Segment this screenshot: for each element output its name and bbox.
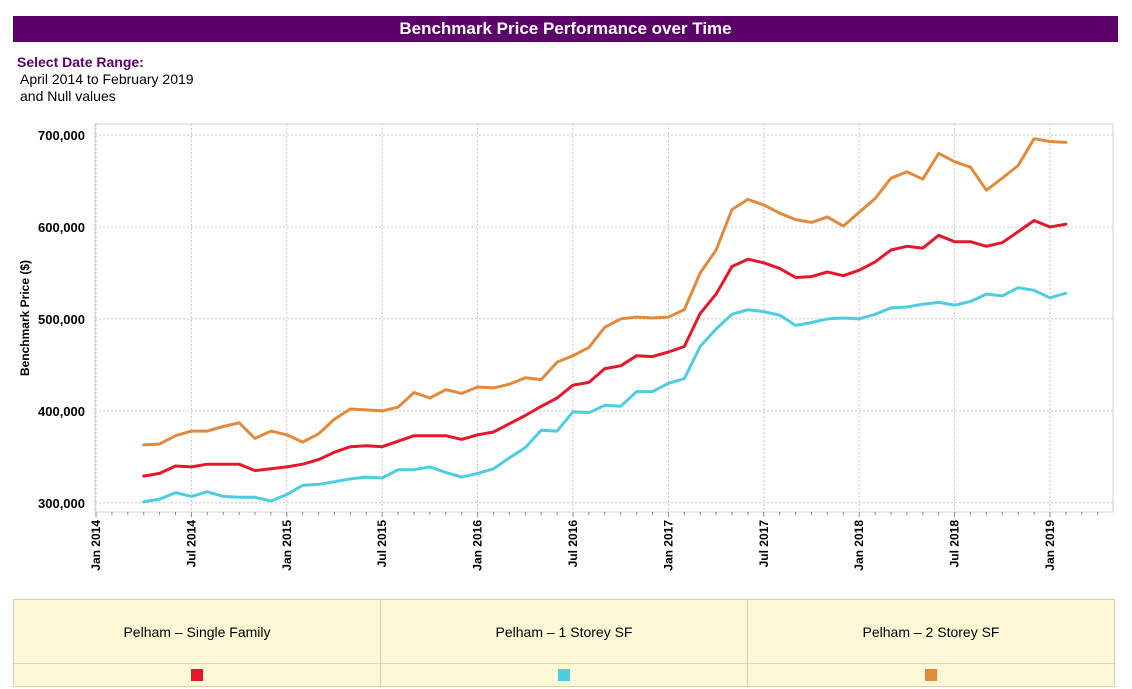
date-range-value[interactable]: April 2014 to February 2019 xyxy=(20,71,194,87)
series-line-2 xyxy=(142,137,1068,447)
x-tick-label: Jan 2018 xyxy=(852,520,866,571)
x-tick-label: Jul 2014 xyxy=(184,520,198,568)
y-tick-label: 400,000 xyxy=(38,404,85,419)
legend-item-2-storey[interactable]: Pelham – 2 Storey SF xyxy=(748,600,1114,686)
x-tick-label: Jan 2014 xyxy=(89,520,103,571)
y-axis-label: Benchmark Price ($) xyxy=(18,260,32,376)
legend-label-1-storey: Pelham – 1 Storey SF xyxy=(381,600,747,664)
line-chart: 300,000 400,000 500,000 600,000 700,000 Jan 2… xyxy=(18,123,1114,571)
legend-swatch-single-family xyxy=(191,669,203,681)
legend-swatch-cell xyxy=(14,664,380,686)
series-line-0 xyxy=(142,219,1068,478)
x-tick-label: Jul 2016 xyxy=(566,520,580,568)
x-tick-label: Jul 2018 xyxy=(948,520,962,568)
chart-title-bar: Benchmark Price Performance over Time xyxy=(13,16,1118,42)
plot-area xyxy=(94,123,1114,513)
x-tick-label: Jan 2019 xyxy=(1043,520,1057,571)
x-tick-label: Jul 2017 xyxy=(757,520,771,568)
x-tick-label: Jan 2017 xyxy=(661,520,675,571)
legend-label-2-storey: Pelham – 2 Storey SF xyxy=(748,600,1114,664)
y-tick-label: 500,000 xyxy=(38,312,85,327)
legend-swatch-1-storey xyxy=(558,669,570,681)
x-tick-label: Jan 2015 xyxy=(280,520,294,571)
legend-swatch-cell xyxy=(748,664,1114,686)
date-range-null-values: and Null values xyxy=(20,88,116,104)
x-tick-label: Jan 2016 xyxy=(471,520,485,571)
x-tick-label: Jul 2015 xyxy=(375,520,389,568)
series-line-1 xyxy=(142,286,1068,504)
legend-item-single-family[interactable]: Pelham – Single Family xyxy=(14,600,381,686)
y-tick-label: 600,000 xyxy=(38,220,85,235)
page-title: Benchmark Price Performance over Time xyxy=(399,19,732,38)
y-tick-label: 300,000 xyxy=(38,496,85,511)
y-tick-label: 700,000 xyxy=(38,128,85,143)
legend-swatch-cell xyxy=(381,664,747,686)
legend-swatch-2-storey xyxy=(925,669,937,681)
legend-label-single-family: Pelham – Single Family xyxy=(14,600,380,664)
date-range-label: Select Date Range: xyxy=(17,54,144,70)
chart-legend: Pelham – Single Family Pelham – 1 Storey… xyxy=(13,599,1115,687)
legend-item-1-storey[interactable]: Pelham – 1 Storey SF xyxy=(381,600,748,686)
